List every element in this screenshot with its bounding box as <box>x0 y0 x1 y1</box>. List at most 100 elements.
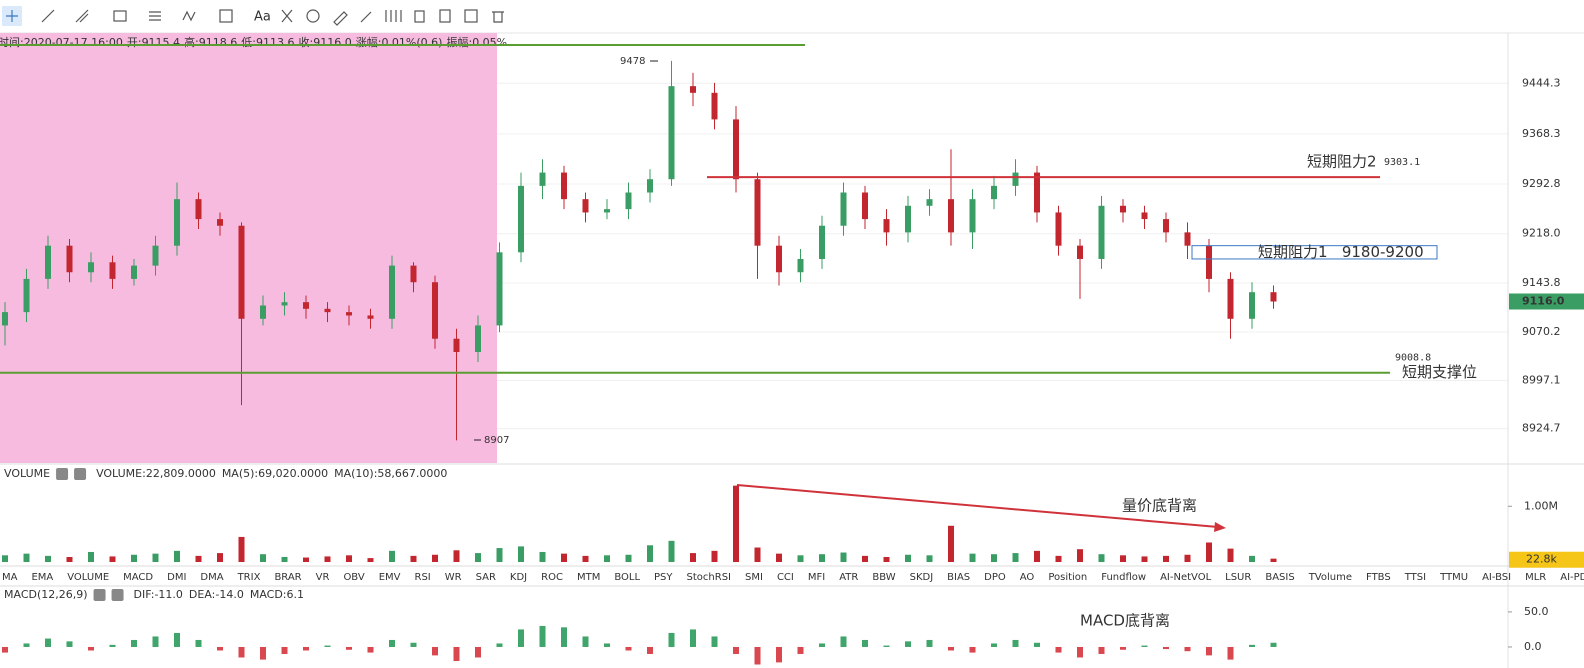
bar <box>948 525 954 562</box>
indicator-tab[interactable]: Fundflow <box>1101 572 1146 583</box>
indicator-tab[interactable]: PSY <box>654 572 673 583</box>
gann-tool[interactable] <box>306 9 320 23</box>
text-tool[interactable]: Aa <box>254 10 271 25</box>
candle-body <box>324 308 331 313</box>
indicator-tab[interactable]: VOLUME <box>67 572 109 583</box>
indicator-tab[interactable]: CCI <box>777 572 794 583</box>
indicator-tab[interactable]: TTMU <box>1439 572 1468 583</box>
indicator-tab[interactable]: DPO <box>984 572 1006 583</box>
indicator-tab[interactable]: StochRSI <box>687 572 731 583</box>
pen-tool[interactable] <box>360 11 372 23</box>
bar <box>367 646 374 653</box>
price-tag <box>1509 293 1584 310</box>
bar <box>389 550 395 562</box>
candle-body <box>1184 232 1191 246</box>
panel-button[interactable] <box>74 468 87 480</box>
bar <box>303 646 309 651</box>
bar <box>1055 646 1062 653</box>
bar <box>152 553 159 562</box>
indicator-tab[interactable]: VR <box>316 572 330 583</box>
candle-body <box>109 262 116 279</box>
indicator-tab[interactable]: AO <box>1020 572 1035 583</box>
indicator-tab[interactable]: EMV <box>379 572 401 583</box>
indicator-tab[interactable]: BASIS <box>1265 572 1294 583</box>
indicator-tab[interactable]: MLR <box>1525 572 1546 583</box>
bar <box>281 646 288 654</box>
bar <box>2 646 8 653</box>
candle-body <box>1055 212 1062 246</box>
indicator-tab[interactable]: ROC <box>541 572 563 583</box>
indicator-tab[interactable]: BIAS <box>947 572 970 583</box>
indicator-tab[interactable]: TTSI <box>1404 572 1426 583</box>
indicator-tab[interactable]: FTBS <box>1366 572 1391 583</box>
crosshair-icon <box>6 10 18 22</box>
info-label: 振幅: <box>446 35 472 49</box>
indicator-tab[interactable]: DMI <box>167 572 186 583</box>
pattern-tool[interactable] <box>281 9 293 23</box>
bar <box>152 636 159 647</box>
candle-body <box>88 262 94 273</box>
measure-tool[interactable] <box>219 9 233 23</box>
y-tick-label: 0.0 <box>1524 640 1542 653</box>
y-tick-label: 9444.3 <box>1522 76 1561 89</box>
indicator-tab[interactable]: BOLL <box>614 572 640 583</box>
edit-tool[interactable] <box>464 9 478 23</box>
indicator-tab[interactable]: MACD <box>123 572 153 583</box>
panel-button[interactable] <box>111 589 124 601</box>
bar <box>754 547 761 562</box>
indicator-tab[interactable]: OBV <box>343 572 364 583</box>
bar <box>109 556 116 562</box>
bar <box>668 632 675 647</box>
bars-tool[interactable] <box>385 10 402 22</box>
rect-tool[interactable] <box>113 10 127 22</box>
indicator-tab[interactable]: MTM <box>577 572 600 583</box>
channel-tool[interactable] <box>75 9 89 23</box>
candle-body <box>625 192 632 210</box>
indicator-tab[interactable]: RSI <box>415 572 431 583</box>
indicator-tab[interactable]: Position <box>1048 572 1087 583</box>
indicator-tab[interactable]: EMA <box>31 572 53 583</box>
candle-body <box>1012 172 1019 186</box>
fib-tool[interactable] <box>149 11 161 21</box>
indicator-tab[interactable]: TRIX <box>237 572 261 583</box>
indicator-tab[interactable]: MA <box>2 572 18 583</box>
lock-tool[interactable] <box>414 10 425 23</box>
line-tool[interactable] <box>41 9 55 23</box>
indicator-tab[interactable]: SAR <box>476 572 496 583</box>
indicator-tab[interactable]: DMA <box>200 572 223 583</box>
candle-body <box>496 252 503 326</box>
indicator-tab[interactable]: KDJ <box>510 572 527 583</box>
wave-tool[interactable] <box>182 10 196 22</box>
bar <box>324 556 331 562</box>
ruler-tool[interactable] <box>333 11 348 26</box>
indicator-tab[interactable]: WR <box>445 572 462 583</box>
indicator-tab[interactable]: LSUR <box>1225 572 1251 583</box>
indicator-tab[interactable]: BRAR <box>274 572 301 583</box>
bar <box>518 546 524 562</box>
indicator-tab[interactable]: SKDJ <box>910 572 934 583</box>
bar <box>539 625 546 647</box>
bar <box>840 636 847 647</box>
bar <box>281 556 288 562</box>
bar <box>1034 550 1040 562</box>
indicator-tab[interactable]: AI-BSI <box>1482 572 1511 583</box>
indicator-tab[interactable]: ATR <box>839 572 858 583</box>
resistance-zone <box>1191 245 1438 260</box>
panel-button[interactable] <box>93 589 106 601</box>
delete-tool[interactable] <box>492 11 504 23</box>
panel-button[interactable] <box>56 468 69 480</box>
bar <box>1249 644 1255 647</box>
level-value: 9303.1 <box>1384 157 1420 168</box>
price-tag-label: 9116.0 <box>1522 295 1565 308</box>
candle-body <box>131 265 137 279</box>
indicator-tab[interactable]: AI-PD <box>1560 572 1584 583</box>
indicator-tab[interactable]: AI-NetVOL <box>1160 572 1211 583</box>
indicator-tab[interactable]: MFI <box>808 572 825 583</box>
bar <box>625 646 632 651</box>
copy-tool[interactable] <box>439 9 451 23</box>
indicator-tab[interactable]: TVolume <box>1308 572 1352 583</box>
indicator-tab[interactable]: BBW <box>872 572 895 583</box>
candle-body <box>152 245 159 266</box>
indicator-tab[interactable]: SMI <box>745 572 763 583</box>
candle-body <box>238 225 245 319</box>
